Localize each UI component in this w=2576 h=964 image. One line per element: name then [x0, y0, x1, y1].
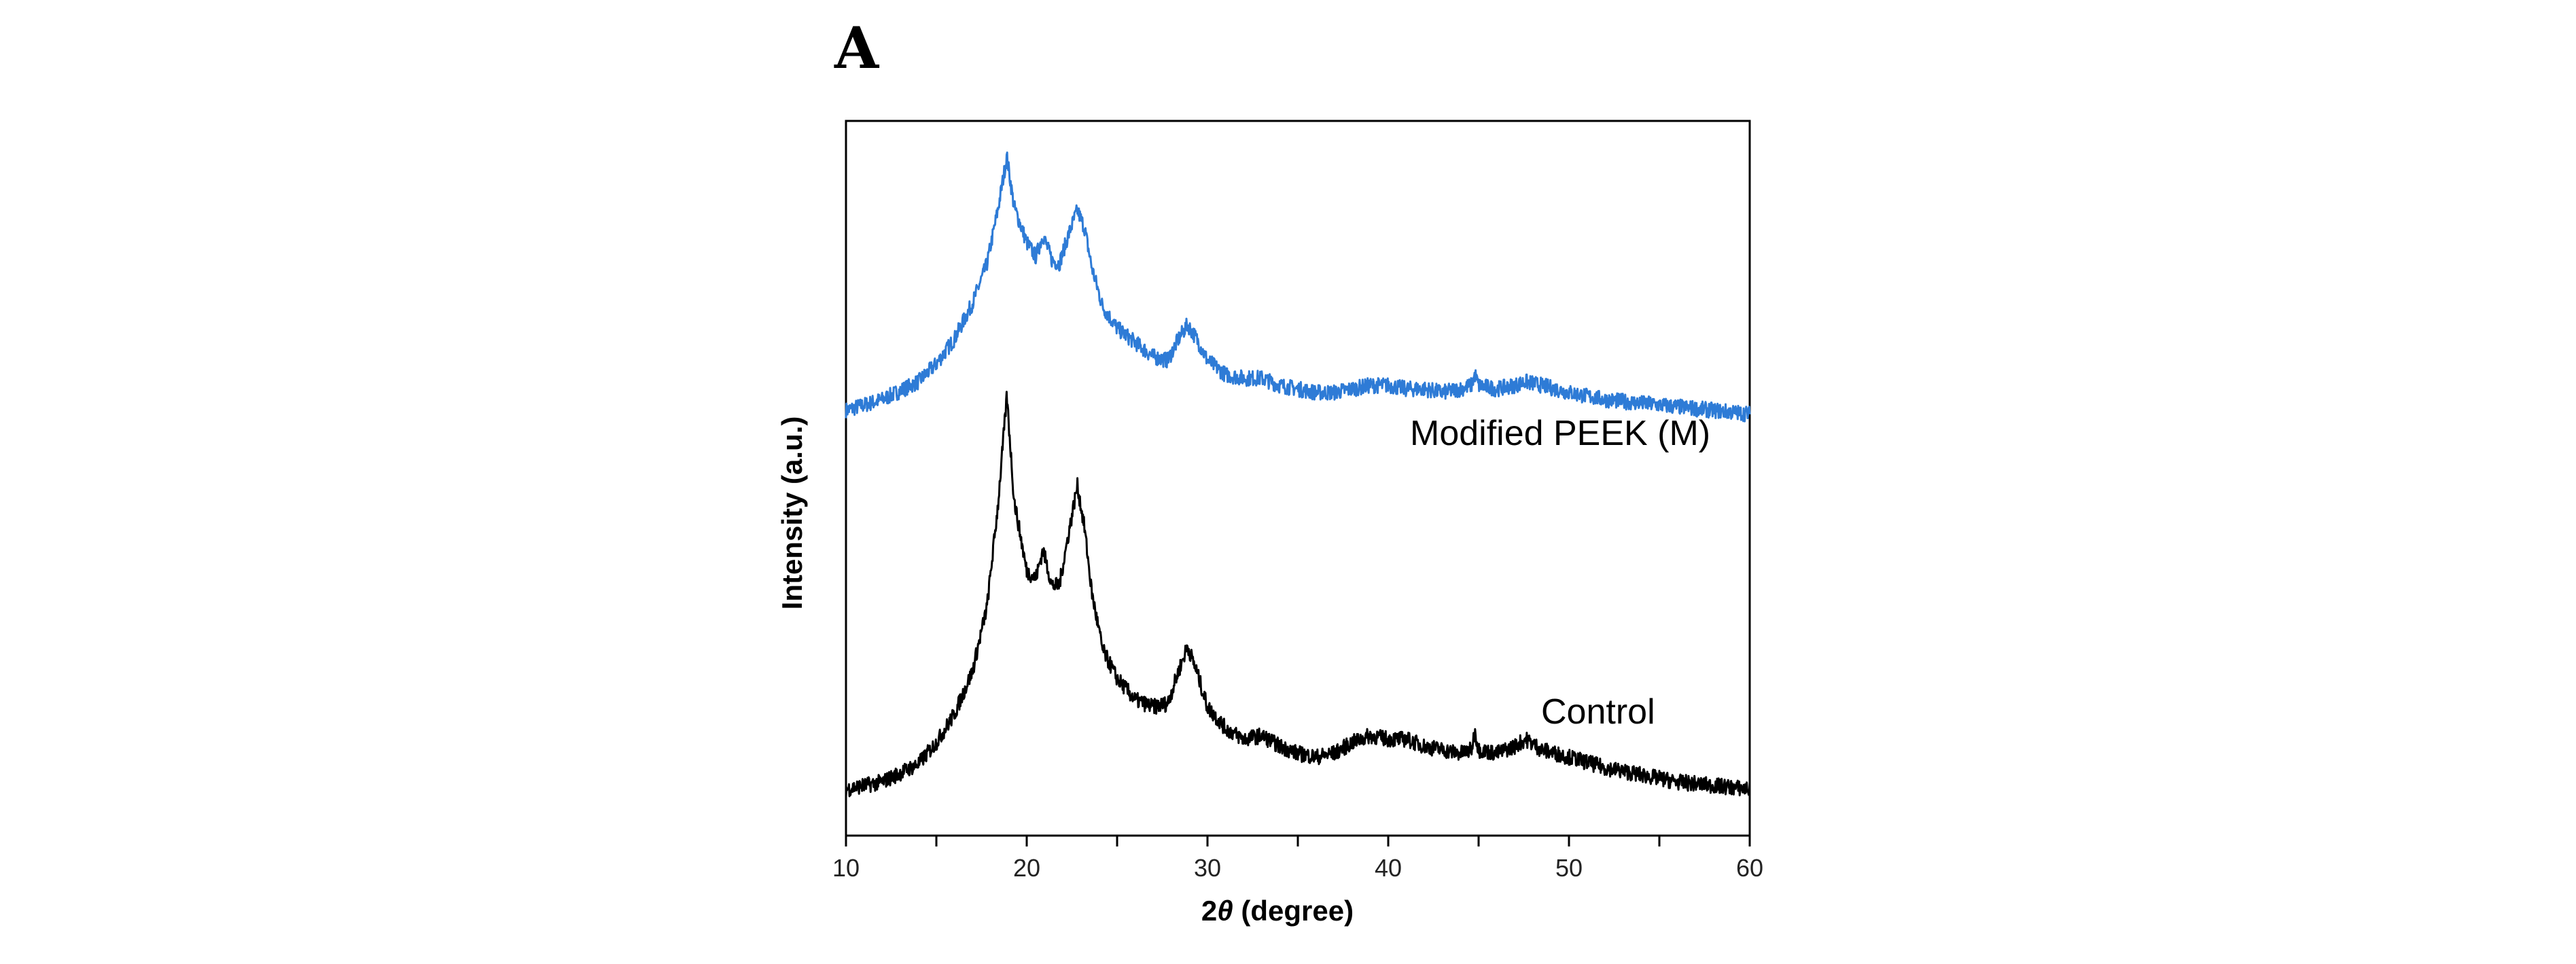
- x-tick-label: 10: [832, 854, 860, 882]
- series-label-modified: Modified PEEK (M): [1410, 414, 1710, 453]
- series-label-control: Control: [1541, 692, 1655, 732]
- x-axis-title-suffix: (degree): [1233, 895, 1354, 927]
- panel-label: A: [834, 14, 880, 82]
- x-axis-title: 2θ (degree): [1201, 895, 1354, 927]
- x-axis-title-theta: θ: [1217, 895, 1233, 927]
- x-tick-label: 60: [1736, 854, 1763, 882]
- x-tick-label: 40: [1375, 854, 1402, 882]
- x-tick-label: 20: [1013, 854, 1040, 882]
- series-line-0: [845, 151, 1751, 423]
- x-tick-label: 30: [1194, 854, 1221, 882]
- y-axis-title: Intensity (a.u.): [776, 416, 808, 610]
- x-tick-label: 50: [1555, 854, 1583, 882]
- x-axis-title-prefix: 2: [1201, 895, 1217, 927]
- series-line-1: [845, 391, 1751, 798]
